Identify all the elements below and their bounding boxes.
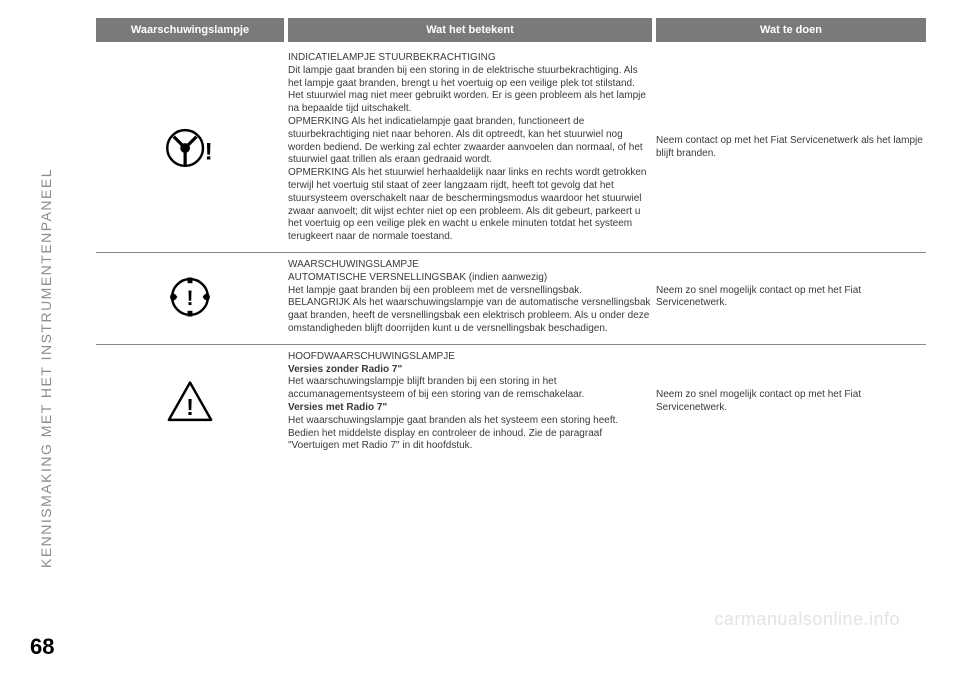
table-row: ! INDICATIELAMPJE STUURBEKRACHTIGING Dit…	[96, 46, 926, 253]
meaning-sub2-bold: Versies met Radio 7"	[288, 402, 387, 413]
action-text: Neem contact op met het Fiat Servicenetw…	[656, 135, 926, 161]
cell-meaning: WAARSCHUWINGSLAMPJE AUTOMATISCHE VERSNEL…	[288, 259, 652, 336]
page-number: 68	[30, 634, 54, 660]
svg-text:!: !	[186, 394, 194, 420]
meaning-text: WAARSCHUWINGSLAMPJE AUTOMATISCHE VERSNEL…	[288, 259, 652, 336]
svg-text:!: !	[205, 138, 213, 165]
action-text: Neem zo snel mogelijk contact op met het…	[656, 285, 926, 311]
content-area: Waarschuwingslampje Wat het betekent Wat…	[96, 18, 926, 660]
transmission-warning-icon: !	[164, 271, 216, 323]
sidebar-chapter-label: KENNISMAKING MET HET INSTRUMENTENPANEEL	[38, 18, 54, 568]
meaning-sub2-text: Het waarschuwingslampje gaat branden als…	[288, 415, 652, 453]
cell-meaning: INDICATIELAMPJE STUURBEKRACHTIGING Dit l…	[288, 52, 652, 244]
svg-text:!: !	[186, 287, 193, 310]
cell-action: Neem contact op met het Fiat Servicenetw…	[656, 52, 926, 244]
cell-icon: !	[96, 259, 284, 336]
table-row: ! WAARSCHUWINGSLAMPJE AUTOMATISCHE VERSN…	[96, 253, 926, 345]
action-text: Neem zo snel mogelijk contact op met het…	[656, 389, 926, 415]
header-col-action: Wat te doen	[656, 18, 926, 42]
table-row: ! HOOFDWAARSCHUWINGSLAMPJE Versies zonde…	[96, 345, 926, 461]
header-col-lamp: Waarschuwingslampje	[96, 18, 284, 42]
steering-warning-icon: !	[164, 122, 216, 174]
header-col-meaning: Wat het betekent	[288, 18, 652, 42]
table-header-row: Waarschuwingslampje Wat het betekent Wat…	[96, 18, 926, 42]
cell-action: Neem zo snel mogelijk contact op met het…	[656, 259, 926, 336]
meaning-sub1-text: Het waarschuwingslampje blijft branden b…	[288, 376, 652, 402]
meaning-title: HOOFDWAARSCHUWINGSLAMPJE	[288, 351, 652, 364]
meaning-sub1-bold: Versies zonder Radio 7"	[288, 364, 402, 375]
meaning-text: INDICATIELAMPJE STUURBEKRACHTIGING Dit l…	[288, 52, 652, 244]
cell-icon: !	[96, 351, 284, 453]
cell-meaning: HOOFDWAARSCHUWINGSLAMPJE Versies zonder …	[288, 351, 652, 453]
cell-icon: !	[96, 52, 284, 244]
cell-action: Neem zo snel mogelijk contact op met het…	[656, 351, 926, 453]
master-warning-icon: !	[164, 376, 216, 428]
